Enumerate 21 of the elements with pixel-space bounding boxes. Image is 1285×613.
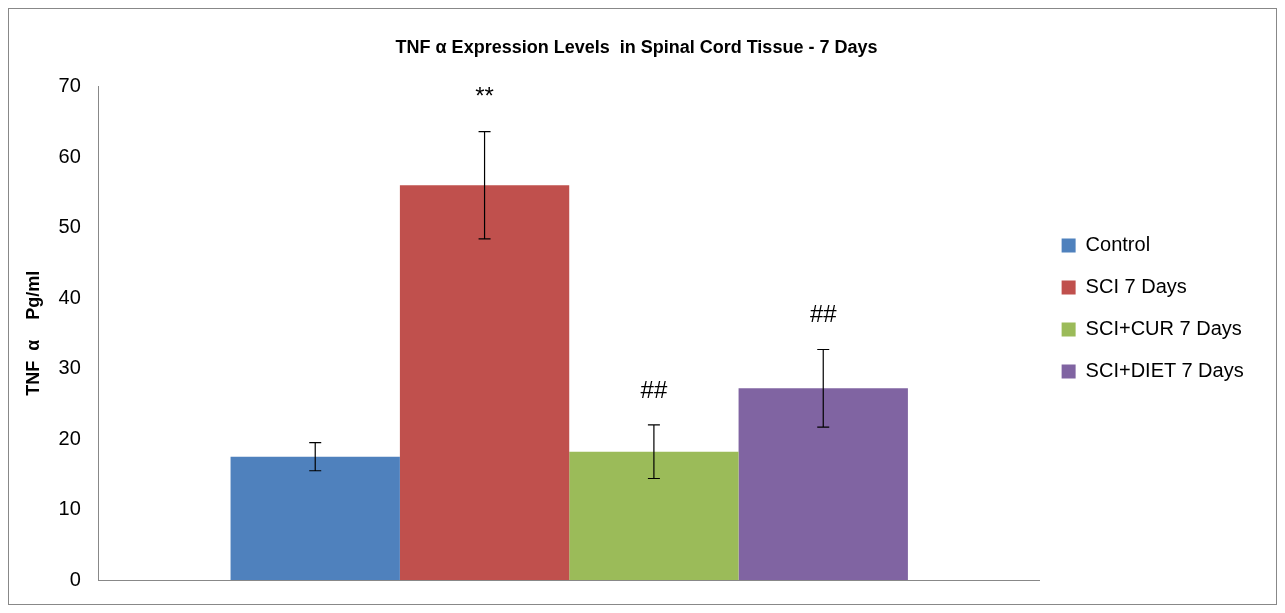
bar xyxy=(230,456,400,580)
y-tick-label: 70 xyxy=(58,74,81,97)
bar xyxy=(738,388,908,580)
y-tick-label: 0 xyxy=(69,567,81,590)
y-tick-label: 10 xyxy=(58,497,81,520)
y-tick-label: 40 xyxy=(58,285,81,308)
chart-title: TNF α Expression Levels in Spinal Cord Tissue - 7 Days xyxy=(395,36,878,57)
y-tick-label: 50 xyxy=(58,215,81,238)
y-axis-title: TNF α Pg/ml xyxy=(22,270,43,396)
legend-label: SCI+CUR 7 Days xyxy=(1085,317,1242,340)
annotation: ** xyxy=(475,82,494,110)
annotation: ## xyxy=(809,300,838,328)
annotation: ## xyxy=(640,375,668,403)
legend-label: SCI+DIET 7 Days xyxy=(1085,359,1244,382)
legend-label: Control xyxy=(1085,233,1151,256)
y-tick-label: 30 xyxy=(58,356,81,379)
legend-label: SCI 7 Days xyxy=(1085,275,1187,298)
y-tick-label: 60 xyxy=(58,144,81,167)
bar xyxy=(569,451,739,580)
y-tick-label: 20 xyxy=(58,426,81,449)
bar xyxy=(399,185,570,580)
